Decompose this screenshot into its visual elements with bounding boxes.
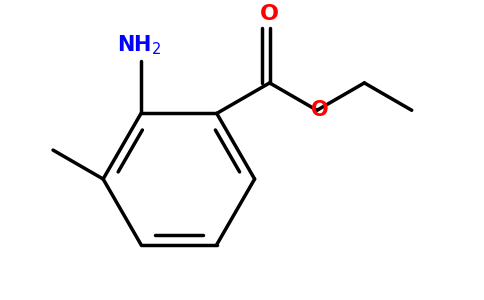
Text: O: O — [260, 4, 279, 24]
Text: O: O — [311, 100, 329, 120]
Text: NH$_2$: NH$_2$ — [117, 33, 161, 57]
